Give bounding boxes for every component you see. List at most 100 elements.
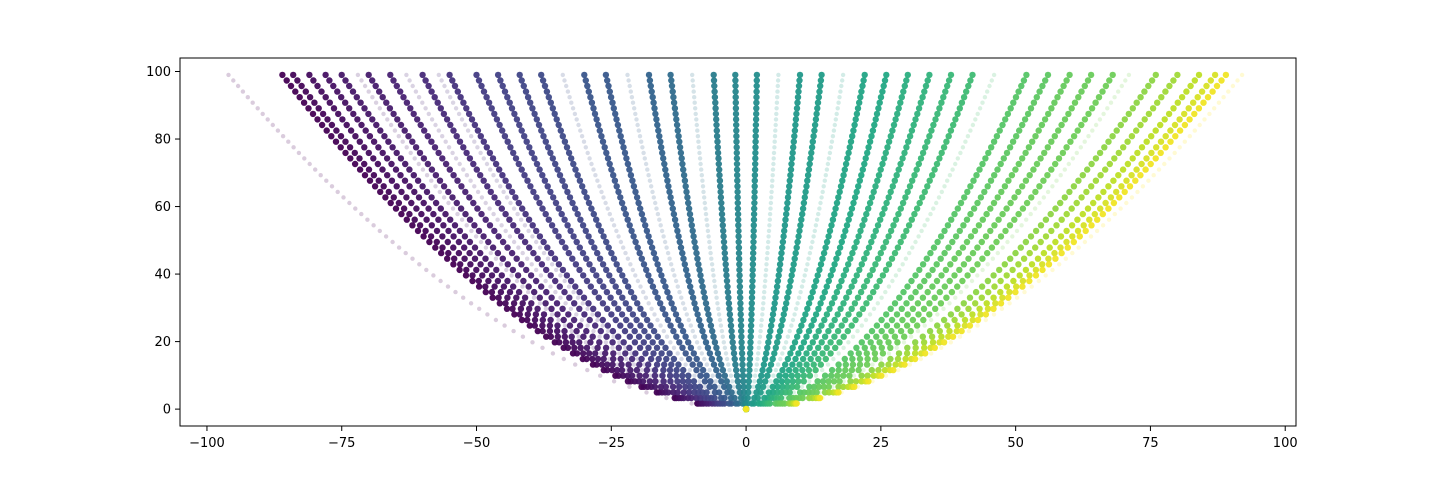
point — [958, 99, 966, 106]
point — [627, 172, 635, 179]
point — [534, 305, 541, 312]
point — [836, 378, 843, 385]
point — [1081, 82, 1089, 90]
point — [912, 116, 919, 123]
point — [556, 317, 561, 323]
point — [1002, 116, 1009, 123]
point — [948, 216, 955, 223]
point — [851, 194, 859, 201]
point — [583, 344, 591, 351]
point — [644, 390, 649, 395]
point — [979, 160, 986, 168]
point — [827, 150, 833, 156]
point — [913, 239, 918, 245]
point — [1057, 262, 1062, 267]
point — [471, 121, 479, 129]
point — [735, 233, 742, 240]
point — [800, 372, 807, 379]
point — [975, 111, 980, 117]
point — [395, 199, 403, 207]
point — [794, 94, 802, 101]
point — [659, 305, 666, 312]
point — [789, 149, 796, 157]
point — [446, 166, 453, 173]
point — [670, 327, 677, 335]
series-42 — [742, 71, 1116, 413]
point — [799, 366, 806, 374]
point — [894, 345, 899, 350]
point — [915, 328, 921, 334]
point — [734, 199, 741, 207]
point — [627, 288, 635, 296]
point — [540, 311, 548, 318]
point — [485, 238, 492, 246]
point — [1226, 89, 1231, 94]
point — [863, 361, 871, 368]
point — [742, 405, 750, 413]
point — [1195, 71, 1203, 79]
point — [572, 283, 579, 290]
point — [337, 144, 344, 151]
point — [1050, 267, 1055, 273]
point — [1157, 149, 1164, 157]
point — [920, 316, 927, 324]
point — [409, 138, 416, 145]
point — [342, 138, 349, 145]
point — [836, 351, 841, 356]
point — [827, 272, 834, 279]
point — [583, 255, 590, 262]
point — [511, 206, 517, 211]
series-26 — [742, 71, 761, 413]
point — [640, 216, 647, 223]
point — [679, 378, 687, 385]
point — [630, 233, 637, 240]
point — [597, 184, 602, 189]
point — [782, 372, 789, 379]
point — [589, 161, 594, 167]
point — [647, 178, 653, 183]
point — [464, 173, 470, 178]
point — [499, 82, 506, 90]
point — [595, 317, 600, 323]
point — [608, 311, 615, 318]
point — [845, 216, 852, 223]
point — [853, 110, 861, 118]
point — [595, 121, 602, 129]
point — [626, 305, 633, 312]
point — [784, 383, 791, 390]
point — [791, 390, 796, 395]
point — [786, 389, 793, 396]
point — [832, 205, 839, 212]
point — [1218, 77, 1225, 84]
point — [502, 323, 507, 328]
point — [445, 249, 452, 257]
point — [856, 99, 863, 106]
point — [1070, 133, 1078, 140]
point — [491, 283, 498, 290]
point — [893, 172, 900, 179]
point — [855, 183, 862, 190]
point — [942, 184, 947, 189]
point — [879, 88, 886, 95]
point — [640, 145, 645, 150]
point — [424, 160, 432, 168]
point — [861, 367, 866, 373]
point — [735, 255, 743, 262]
point — [1026, 272, 1033, 279]
point — [776, 72, 781, 78]
point — [521, 294, 529, 301]
point — [790, 138, 797, 145]
point — [909, 177, 916, 184]
point — [569, 328, 574, 334]
point — [488, 272, 496, 279]
point — [511, 311, 518, 318]
x-tick-label: 25 — [873, 436, 890, 451]
point — [1032, 206, 1038, 211]
point — [887, 133, 894, 140]
point — [1167, 138, 1174, 145]
point — [701, 333, 708, 340]
point — [1137, 172, 1144, 179]
point — [635, 199, 642, 207]
point — [1057, 233, 1065, 240]
point — [964, 284, 969, 289]
